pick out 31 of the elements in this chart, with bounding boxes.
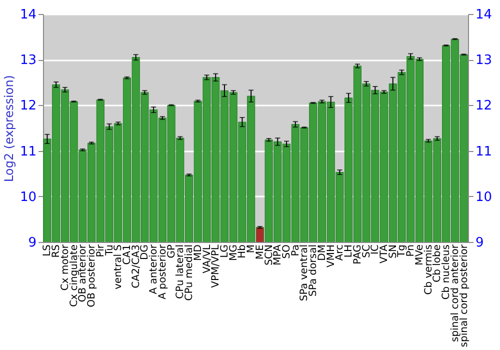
x-tick-label: OB posterior [86, 244, 98, 308]
y2-tick-label: 10 [476, 190, 492, 205]
x-tick-label: DG [140, 244, 151, 260]
x-tick-label: PAG [352, 244, 364, 264]
x-tick-label: spinal cord anterior [450, 244, 461, 342]
y2-tick-label: 11 [476, 144, 492, 160]
y-tick-label: 13 [20, 53, 36, 68]
y-axis-title: Log2 (expression) [2, 75, 16, 182]
x-tick-label: MVe [414, 244, 426, 266]
x-tick-label: Cb lobe [432, 244, 444, 282]
y-tick-label: 12 [20, 98, 36, 114]
x-tick-label: CA1 [122, 244, 133, 265]
x-tick-label: A posterior [157, 244, 168, 300]
y2-tick-label: 9 [476, 236, 484, 250]
x-tick-label: Pir [95, 244, 106, 258]
x-tick-label: MD [192, 244, 204, 261]
y2-tick-label: 13 [476, 53, 492, 68]
y-tick-label: 10 [20, 190, 36, 205]
x-tick-label: DM [316, 244, 328, 261]
x-tick-label: Pa [290, 244, 302, 256]
y-tick-label: 9 [28, 236, 36, 250]
y2-tick-label: 12 [476, 98, 492, 114]
x-tick-label: ME [254, 244, 266, 260]
y-tick-label: 11 [20, 144, 36, 160]
x-tick-label: GP [166, 244, 178, 258]
x-tick-label: spinal cord posterior [458, 244, 470, 348]
x-tick-label: RS [51, 244, 62, 258]
y2-tick-label: 14 [476, 8, 492, 22]
x-tick-label: Tg [396, 244, 408, 258]
x-tick-label: LG [219, 244, 230, 258]
y-tick-label: 14 [20, 8, 36, 22]
